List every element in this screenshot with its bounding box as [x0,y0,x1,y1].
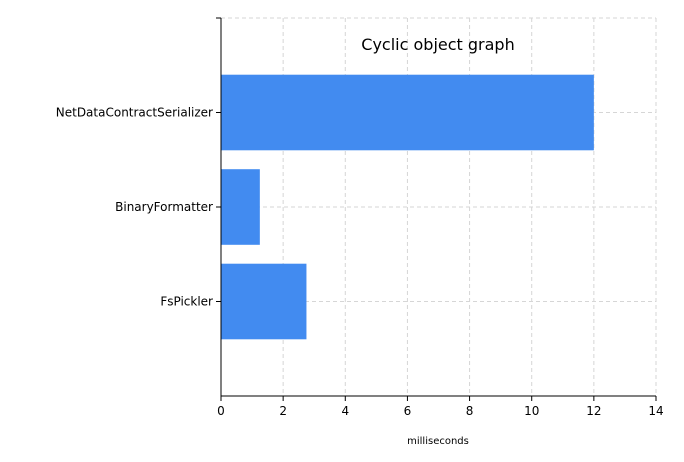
x-tick-label: 14 [648,404,663,418]
x-tick-label: 8 [466,404,474,418]
x-tick-label: 2 [279,404,287,418]
bar-netdatacontractserializer [221,74,594,151]
bars [221,74,594,340]
y-tick-label: BinaryFormatter [115,200,213,214]
x-tick-label: 6 [404,404,412,418]
x-axis-title: milliseconds [407,436,469,447]
y-tick-label: NetDataContractSerializer [56,106,213,120]
x-tick-label: 12 [586,404,601,418]
bar-binaryformatter [221,169,260,245]
y-tick-label: FsPickler [160,295,213,309]
bar-fspickler [221,263,307,340]
chart-title: Cyclic object graph [361,35,514,54]
axes [216,17,657,401]
x-tick-label: 10 [524,404,539,418]
x-tick-label: 4 [341,404,349,418]
x-tick-label: 0 [217,404,225,418]
tick-labels: NetDataContractSerializer BinaryFormatter… [56,106,664,419]
